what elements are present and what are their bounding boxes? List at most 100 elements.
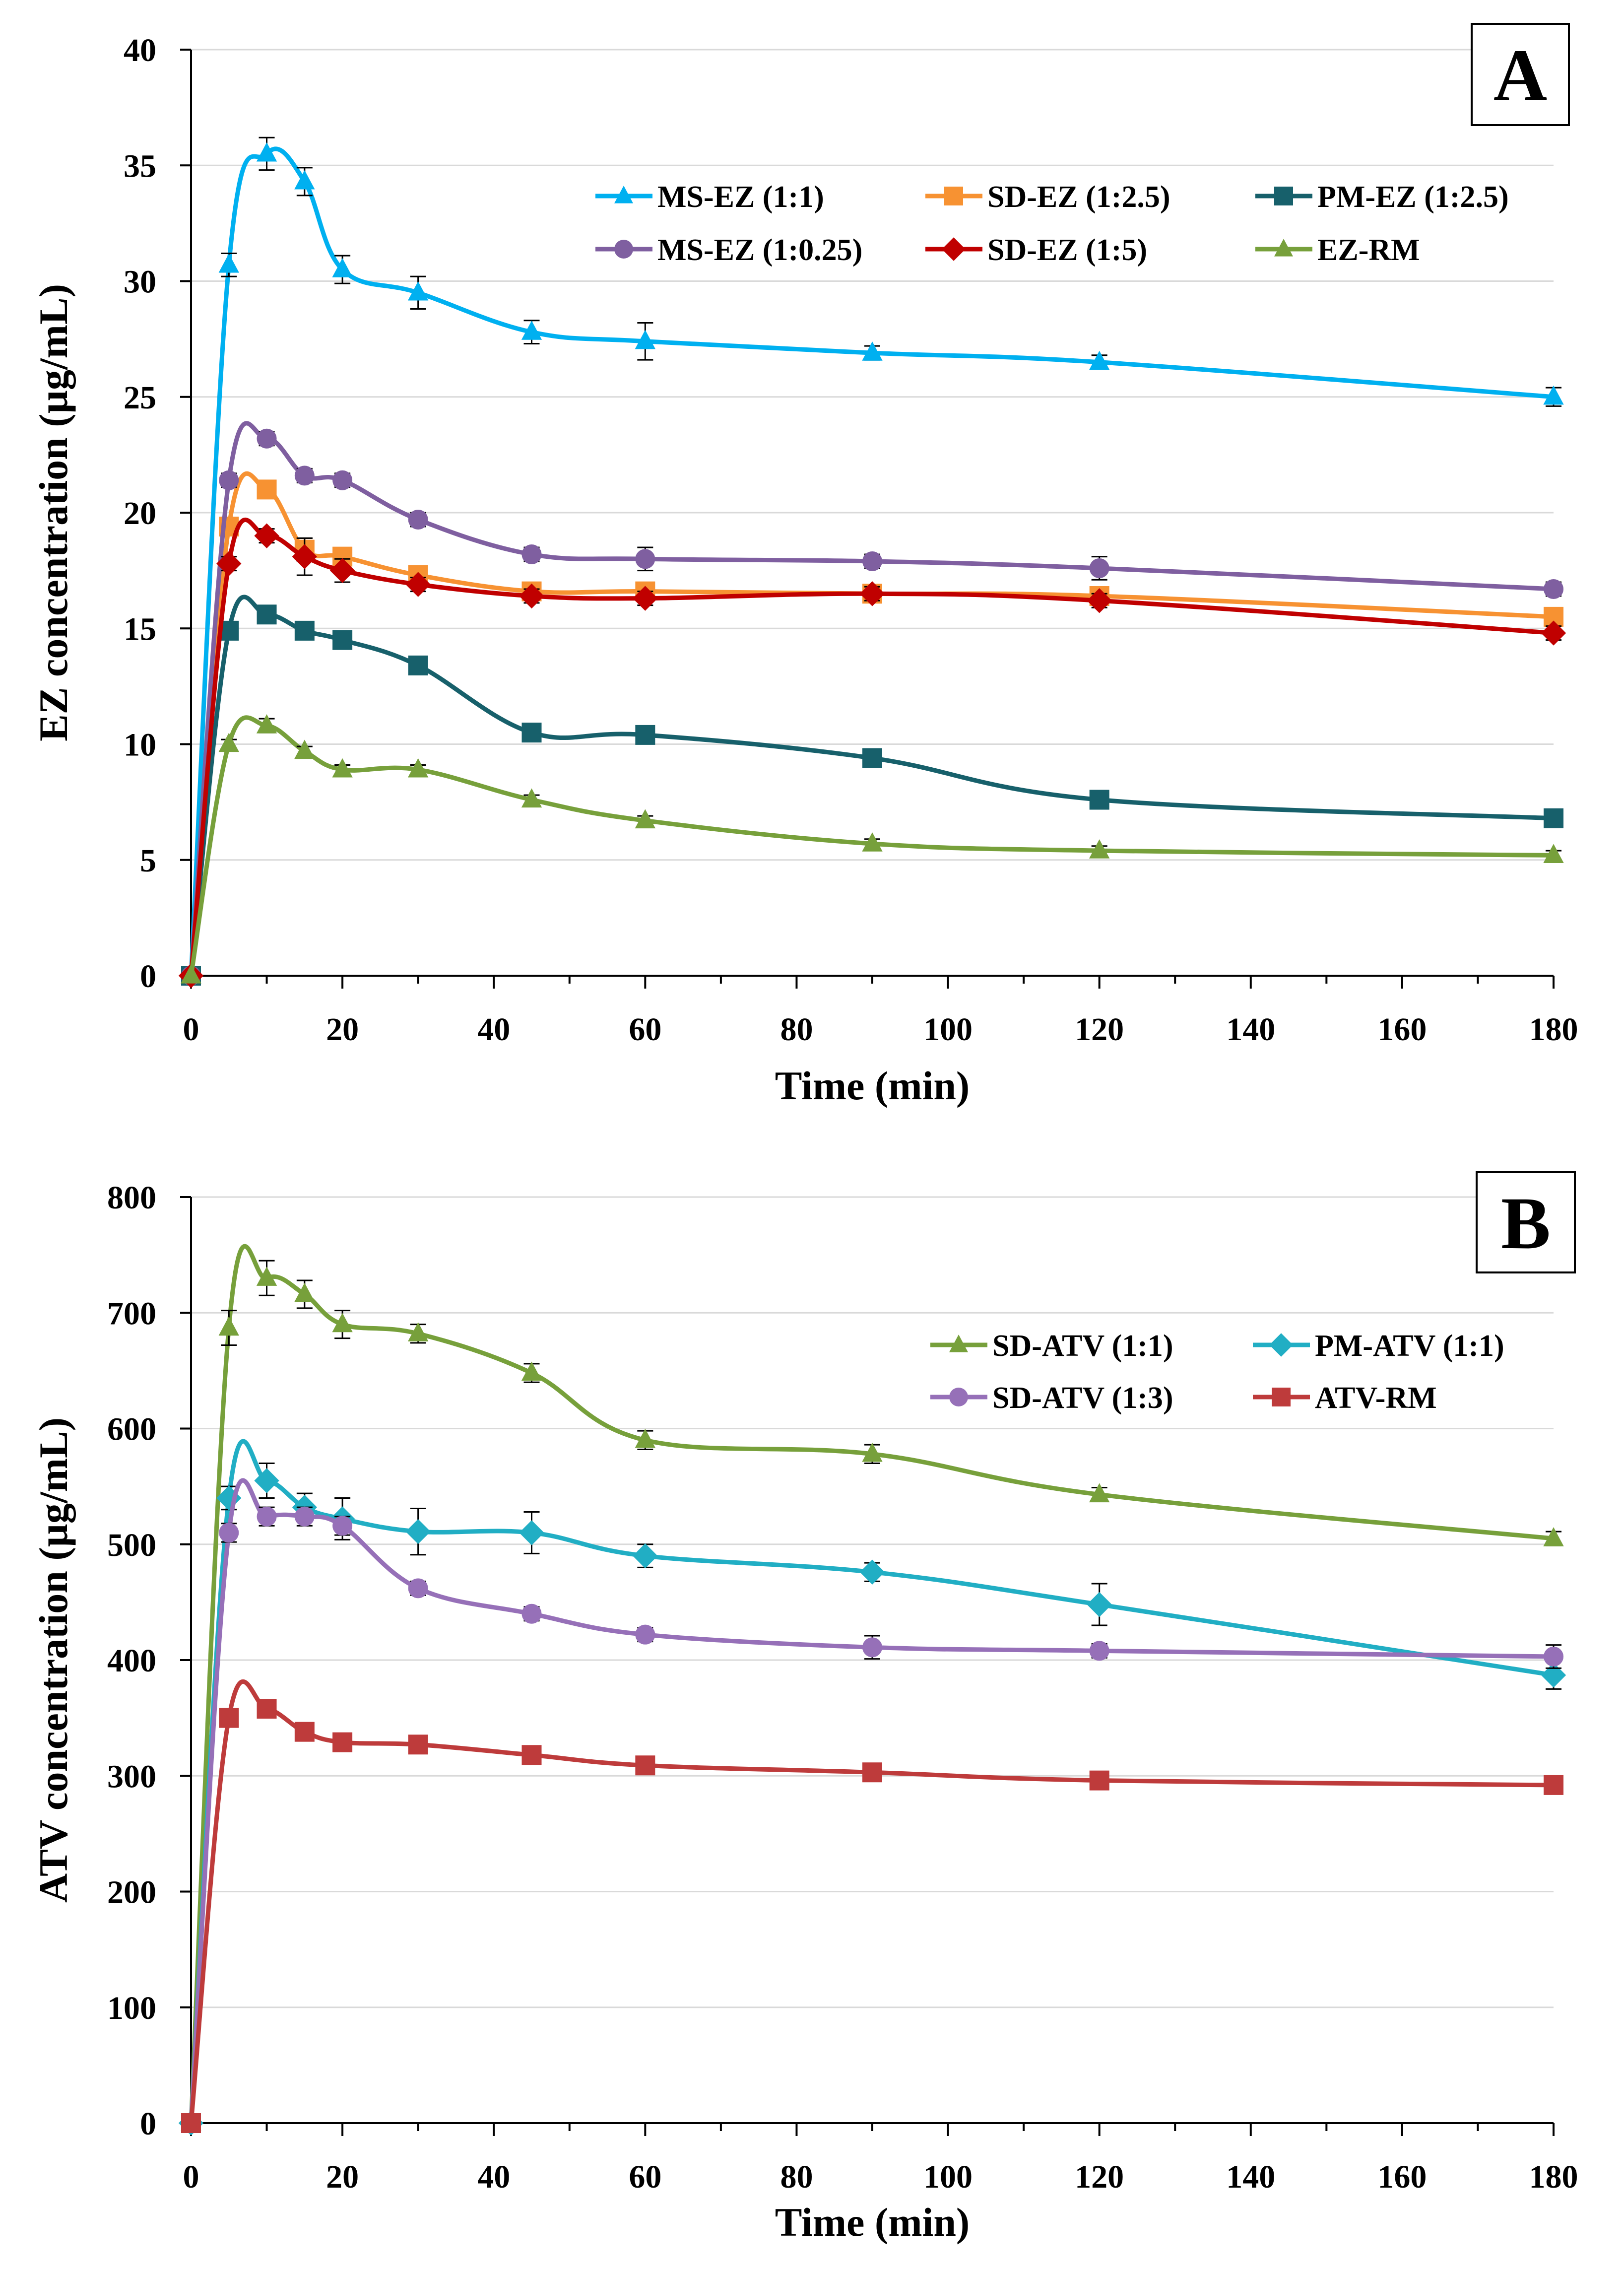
panel-a-x-tick-label: 120 [1075, 1011, 1124, 1048]
series-sd-atv-1-3 [181, 1478, 1564, 2133]
panel-a-y-tick-label: 20 [124, 495, 156, 532]
panel-b-x-tick-label: 60 [629, 2159, 661, 2195]
panel-b-y-tick-label: 500 [107, 1527, 156, 1563]
data-point [1089, 790, 1109, 810]
data-point [521, 788, 542, 808]
panel-a: 0 5 10 15 20 25 30 35 40 0 20 40 60 80 100 120 140 160 180… [31, 23, 1578, 1108]
panel-b-x-tick-label: 20 [326, 2159, 359, 2195]
data-point [862, 748, 882, 768]
series-ms-ez-1-1 [181, 136, 1564, 984]
panel-a-legend: MS-EZ (1:1) SD-EZ (1:2.5) PM-EZ (1:2.5) MS-… [595, 180, 1509, 267]
data-point [256, 1267, 277, 1286]
data-point [859, 581, 885, 606]
legend-swatch-marker [942, 237, 966, 261]
data-point [1543, 385, 1564, 405]
data-point [294, 170, 315, 190]
data-point [332, 546, 353, 567]
panel-a-x-tick-label: 160 [1377, 1011, 1427, 1048]
legend-label: ATV-RM [1315, 1381, 1437, 1415]
data-point [1089, 1641, 1109, 1661]
data-point [407, 281, 429, 301]
panel-a-letter: A [1494, 34, 1547, 117]
legend-item-sd-ez-1-5: SD-EZ (1:5) [925, 233, 1147, 267]
legend-item-atv-rm: ATV-RM [1253, 1381, 1437, 1415]
legend-swatch-marker [1274, 187, 1293, 205]
panel-b-x-tick-label: 180 [1529, 2159, 1578, 2195]
data-point [521, 1361, 542, 1381]
panel-a-letter-box [1471, 23, 1570, 126]
panel-b-y-tick-label: 600 [107, 1411, 156, 1448]
data-point [294, 739, 315, 759]
legend-item-ez-rm: EZ-RM [1255, 233, 1420, 267]
panel-b-grid [191, 1196, 1554, 2008]
panel-b-x-tick-label: 120 [1075, 2159, 1124, 2195]
panel-a-x-axis-title: Time (min) [775, 1063, 970, 1108]
panel-b-y-tick-label: 100 [107, 1990, 156, 2026]
data-point [256, 714, 277, 734]
data-point [521, 321, 542, 340]
data-point [294, 1506, 315, 1527]
data-point [332, 1313, 353, 1333]
data-point [257, 428, 277, 449]
data-point [218, 253, 239, 273]
data-point [1089, 558, 1109, 578]
data-point [633, 1543, 658, 1569]
panel-a-axes: 0 5 10 15 20 25 30 35 40 0 20 40 60 80 100 120 140 160 180 [124, 32, 1578, 1048]
panel-a-x-tick-label: 80 [780, 1011, 813, 1048]
data-point [181, 2113, 201, 2133]
data-point [332, 470, 353, 490]
series-ms-ez-1-0-25 [181, 421, 1564, 986]
panel-b-letter-box [1476, 1171, 1576, 1273]
legend-label: MS-EZ (1:0.25) [657, 233, 862, 267]
data-point [407, 758, 429, 778]
panel-a-y-tick-label: 25 [124, 380, 156, 416]
panel-a-grid [191, 49, 1554, 861]
series-sd-ez-1-2-5 [181, 471, 1563, 986]
panel-b-x-tick-label: 80 [780, 2159, 813, 2195]
legend-label: EZ-RM [1317, 233, 1420, 267]
data-point [332, 758, 353, 778]
data-point [257, 604, 277, 625]
data-point [1089, 1483, 1110, 1503]
panel-b-x-tick-label: 140 [1226, 2159, 1275, 2195]
data-point [635, 330, 655, 349]
legend-swatch-marker [1269, 1333, 1293, 1357]
panel-b-y-tick-label: 200 [107, 1874, 156, 1911]
data-point [408, 1735, 428, 1755]
panel-a-x-tick-label: 60 [629, 1011, 661, 1048]
legend-item-pm-atv-1-1: PM-ATV (1:1) [1253, 1329, 1504, 1363]
data-point [257, 1698, 277, 1719]
data-point [1543, 844, 1564, 864]
legend-swatch-marker [949, 1335, 968, 1352]
data-point [408, 1578, 428, 1599]
data-point [332, 258, 353, 277]
legend-swatch-marker [1272, 1388, 1291, 1406]
data-point [254, 523, 279, 548]
legend-swatch-marker [614, 186, 633, 203]
panel-b-series [178, 1244, 1566, 2136]
data-point [219, 1523, 239, 1543]
data-point [521, 1603, 542, 1624]
legend-label: MS-EZ (1:1) [657, 180, 824, 214]
series-line-pm-ez-1-2-5 [189, 595, 1556, 978]
data-point [332, 630, 353, 650]
panel-b-x-tick-label: 40 [477, 2159, 510, 2195]
legend-swatch-marker [1274, 239, 1293, 257]
data-point [408, 655, 428, 675]
legend-label: SD-EZ (1:5) [987, 233, 1147, 267]
series-sd-atv-1-1 [181, 1244, 1564, 2131]
data-point [218, 733, 239, 752]
panel-b-legend: SD-ATV (1:1) PM-ATV (1:1) SD-ATV (1:3) ATV-… [930, 1329, 1504, 1415]
data-point [635, 1755, 655, 1776]
data-point [219, 1708, 239, 1728]
series-atv-rm [181, 1679, 1563, 2133]
panel-b-y-tick-label: 800 [107, 1180, 156, 1216]
data-point [862, 1762, 882, 1783]
data-point [294, 1722, 315, 1742]
legend-label: SD-ATV (1:3) [992, 1381, 1173, 1415]
data-point [218, 1316, 239, 1336]
series-line-sd-atv-1-1 [189, 1244, 1556, 2126]
panel-a-y-tick-label: 5 [140, 843, 156, 879]
legend-label: PM-ATV (1:1) [1315, 1329, 1504, 1363]
